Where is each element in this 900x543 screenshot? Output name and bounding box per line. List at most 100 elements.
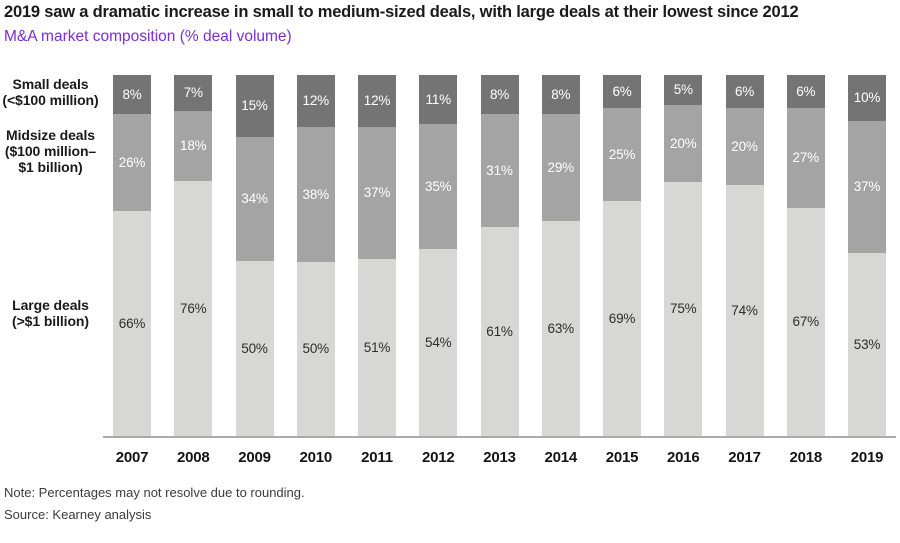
bar-segment: 5% [664,75,703,105]
value-label: 66% [118,315,146,331]
value-label: 50% [241,340,268,356]
x-tick-2009: 2009 [238,449,271,466]
bar-segment: 75% [664,182,703,436]
stacked-bar: 5% 20% 75% [664,75,703,436]
stacked-bar: 7% 18% 76% [174,75,213,437]
stacked-bar: 8% 26% 66% [113,75,151,436]
value-label: 76% [180,300,207,316]
value-label: 54% [425,334,452,350]
legend-small-deals: Small deals (<$100 million) [0,76,101,108]
chart-subtitle: M&A market composition (% deal volume) [4,28,292,45]
bar-2019: 10% 37% 53% 2019 [848,75,886,466]
bar-2018: 6% 27% 67% 2018 [786,75,825,466]
stacked-bar: 6% 25% 69% [603,75,641,436]
value-label: 34% [241,191,268,207]
x-tick-2019: 2019 [850,449,884,466]
bar-segment: 18% [174,110,213,182]
stacked-bar: 6% 20% 74% [725,75,764,436]
legend-midsize-line3: $1 billion) [18,159,83,175]
bar-2007: 8% 26% 66% 2007 [113,75,151,466]
legend-midsize-line2: ($100 million– [4,143,97,159]
x-tick-2012: 2012 [421,449,455,466]
legend-midsize-deals: Midsize deals ($100 million– $1 billion) [0,127,101,175]
bar-segment: 25% [603,107,641,202]
bar-segment: 51% [358,259,396,436]
value-label: 7% [183,85,203,101]
bar-2009: 15% 34% 50% 2009 [235,75,274,466]
bar-segment: 35% [419,123,458,250]
bar-segment: 34% [235,137,274,261]
x-tick-2015: 2015 [605,449,639,466]
value-label: 67% [792,314,820,330]
value-label: 61% [486,323,513,339]
bar-2014: 8% 29% 63% 2014 [541,75,580,466]
value-label: 74% [731,302,758,318]
bar-segment: 8% [541,75,580,115]
value-label: 8% [489,86,510,102]
value-label: 35% [425,178,452,194]
bar-segment: 15% [235,75,274,138]
value-label: 10% [853,90,881,106]
bar-2008: 7% 18% 76% 2008 [174,75,213,466]
stacked-bar: 8% 31% 61% [480,75,519,436]
bar-segment: 20% [725,107,764,186]
bar-segment: 31% [480,114,519,227]
bar-segment: 11% [419,75,458,124]
bar-segment: 29% [541,114,580,221]
legend-small-line1: Small deals [12,76,89,92]
bar-segment: 61% [480,227,519,436]
bar-segment: 10% [848,75,886,121]
stacked-bar: 15% 34% 50% [235,75,274,437]
bar-segment: 8% [113,75,151,115]
bar-2015: 6% 25% 69% 2015 [603,75,641,466]
value-label: 27% [792,150,820,165]
plot-area: 8% 26% 66% 2007 7% 18% 76% 2008 15% 34% 50% 2009 12%… [103,75,896,466]
bar-2013: 8% 31% 61% 2013 [480,75,519,466]
bar-segment: 53% [848,252,886,436]
page-title: 2019 saw a dramatic increase in small to… [4,3,799,21]
bar-segment: 69% [603,201,641,436]
value-label: 20% [731,138,758,154]
stacked-bars: 8% 26% 66% 2007 7% 18% 76% 2008 15% 34% 50% 2009 12%… [103,75,896,466]
bar-2011: 12% 37% 51% 2011 [358,75,396,466]
value-label: 75% [670,301,697,317]
bar-segment: 50% [235,260,274,437]
bar-segment: 54% [419,249,458,436]
value-label: 12% [363,93,391,109]
bar-2017: 6% 20% 74% 2017 [725,75,764,466]
bar-segment: 6% [786,75,825,108]
value-label: 15% [241,98,268,114]
value-label: 18% [180,138,207,154]
value-label: 38% [302,186,330,202]
value-label: 69% [608,310,636,326]
bar-segment: 6% [603,75,641,108]
bar-segment: 66% [113,210,151,436]
value-label: 50% [302,341,330,357]
bar-segment: 20% [664,104,703,183]
bar-2016: 5% 20% 75% 2016 [664,75,703,466]
value-label: 53% [853,336,881,352]
bar-segment: 38% [296,126,335,263]
value-label: 5% [673,82,693,98]
bar-segment: 37% [358,126,396,260]
stacked-bar: 6% 27% 67% [786,75,825,436]
stacked-bar: 12% 37% 51% [358,75,396,436]
bar-segment: 74% [725,185,764,436]
bar-segment: 76% [174,181,213,437]
source-line: Source: Kearney analysis [4,507,152,522]
x-tick-2007: 2007 [115,449,149,466]
legend-large-line1: Large deals [12,297,89,313]
legend-small-line2: (<$100 million) [2,92,99,108]
value-label: 12% [302,93,330,109]
bar-segment: 63% [541,220,580,436]
x-tick-2011: 2011 [361,449,393,466]
bar-segment: 8% [480,75,519,115]
bar-segment: 26% [113,114,151,211]
value-label: 11% [425,91,452,107]
bar-segment: 37% [848,120,886,253]
legend-midsize-line1: Midsize deals [6,127,95,143]
bar-2010: 12% 38% 50% 2010 [296,75,335,466]
bar-segment: 12% [296,75,335,127]
value-label: 6% [796,83,816,99]
